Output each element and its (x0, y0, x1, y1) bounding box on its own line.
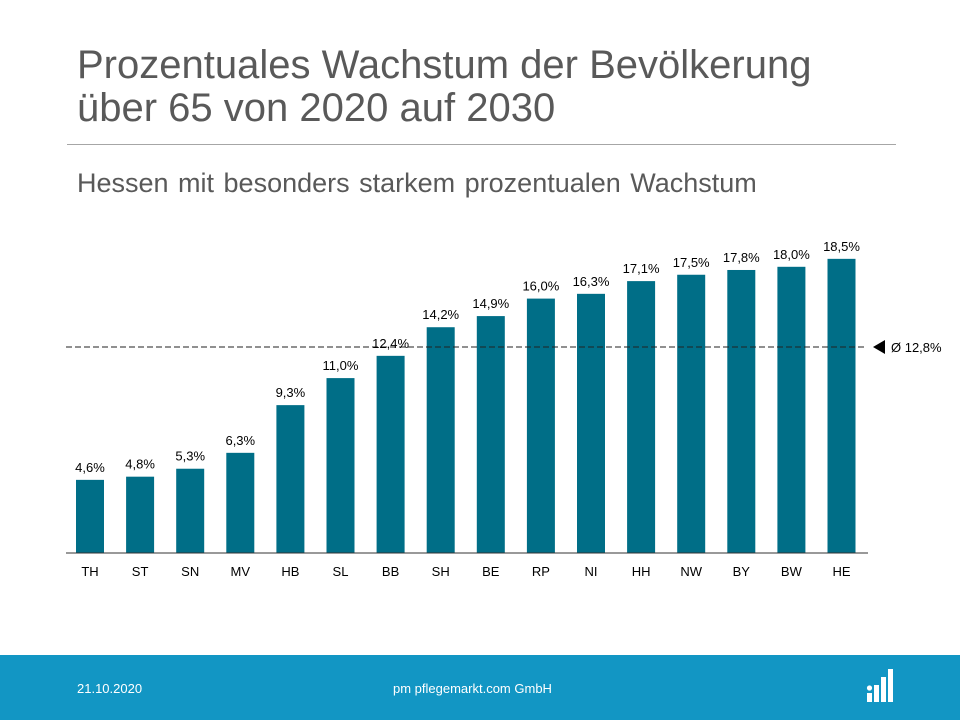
category-label-by: BY (733, 564, 751, 579)
value-labels-group: 4,6% 4,8% 5,3% 6,3% 9,3% 11,0% 12,4% 14,2% 14,9%… (75, 239, 860, 475)
bar-hb (276, 405, 305, 553)
category-label-bb: BB (382, 564, 399, 579)
average-label: Ø 12,8% (891, 340, 942, 355)
category-label-nw: NW (680, 564, 702, 579)
bar-be (476, 316, 505, 553)
category-label-sh: SH (432, 564, 450, 579)
value-label-ni: 16,3% (573, 274, 610, 289)
value-label-he: 18,5% (823, 239, 860, 254)
bar-st (126, 476, 155, 553)
bar-bb (376, 355, 405, 553)
value-label-sl: 11,0% (323, 358, 359, 373)
value-label-rp: 16,0% (522, 279, 559, 294)
title-line-1: Prozentuales Wachstum der Bevölkerung (77, 43, 812, 87)
category-label-th: TH (81, 564, 98, 579)
value-label-nw: 17,5% (673, 255, 710, 270)
footer-date: 21.10.2020 (77, 681, 143, 696)
value-label-sh: 14,2% (422, 307, 459, 322)
bar-sh (426, 327, 455, 553)
value-label-th: 4,6% (75, 460, 105, 475)
value-label-hh: 17,1% (623, 261, 660, 276)
bar-sl (326, 378, 355, 553)
bars-group (76, 258, 856, 553)
value-label-by: 17,8% (723, 250, 760, 265)
bar-mv (226, 452, 255, 553)
value-label-bb: 12,4% (372, 336, 409, 351)
average-marker-icon (873, 339, 885, 354)
footer-bar: 21.10.2020 pm pflegemarkt.com GmbH (0, 655, 960, 720)
category-label-mv: MV (231, 564, 251, 579)
average-group: Ø 12,8% (66, 339, 942, 355)
category-label-hb: HB (281, 564, 299, 579)
bar-by (727, 269, 756, 553)
value-label-sn: 5,3% (175, 449, 205, 464)
value-label-st: 4,8% (125, 457, 155, 472)
footer-company: pm pflegemarkt.com GmbH (393, 681, 552, 696)
category-labels-group: TH ST SN MV HB SL BB SH BE RP NI HH NW BY BW HE (81, 564, 851, 579)
bar-nw (677, 274, 706, 553)
company-logo-icon (866, 669, 893, 702)
bar-chart: Ø 12,8% 4,6% 4,8% 5,3% 6,3% 9,3% 11,0% 12,4% 14… (66, 239, 942, 579)
category-label-be: BE (482, 564, 500, 579)
value-label-mv: 6,3% (225, 433, 255, 448)
value-label-bw: 18,0% (773, 247, 810, 262)
value-label-be: 14,9% (472, 296, 509, 311)
category-label-sl: SL (333, 564, 349, 579)
bar-sn (176, 468, 205, 553)
title-line-2: über 65 von 2020 auf 2030 (77, 86, 556, 130)
page-title: Prozentuales Wachstum der Bevölkerung üb… (77, 44, 917, 130)
category-label-st: ST (132, 564, 149, 579)
subtitle: Hessen mit besonders starkem prozentuale… (77, 168, 757, 198)
bar-hh (627, 281, 656, 553)
title-divider (67, 144, 896, 145)
bar-th (76, 479, 104, 553)
bar-he (827, 258, 856, 553)
category-label-rp: RP (532, 564, 550, 579)
value-label-hb: 9,3% (276, 385, 306, 400)
category-label-hh: HH (632, 564, 651, 579)
category-label-sn: SN (181, 564, 199, 579)
category-label-ni: NI (585, 564, 598, 579)
category-label-bw: BW (781, 564, 803, 579)
category-label-he: HE (832, 564, 850, 579)
bar-rp (526, 298, 555, 553)
bar-bw (777, 266, 806, 553)
bar-ni (577, 293, 605, 553)
